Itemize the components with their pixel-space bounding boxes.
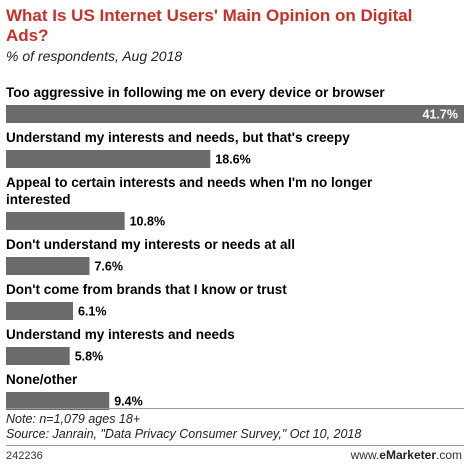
category-label: Appeal to certain interests and needs wh… xyxy=(6,175,373,190)
category-label: None/other xyxy=(6,372,78,387)
bar xyxy=(6,257,90,275)
value-label: 41.7% xyxy=(423,108,458,122)
bar xyxy=(6,150,211,168)
brand-name: eMarketer xyxy=(379,448,436,462)
bar xyxy=(6,105,464,123)
chart-subtitle: % of respondents, Aug 2018 xyxy=(6,48,183,64)
footer-divider xyxy=(6,408,464,409)
value-label: 10.8% xyxy=(130,215,165,229)
brand-suffix: .com xyxy=(435,448,462,462)
value-label: 18.6% xyxy=(215,153,250,167)
bar xyxy=(6,212,125,230)
chart-source: Source: Janrain, "Data Privacy Consumer … xyxy=(6,427,362,441)
chart-title: What Is US Internet Users' Main Opinion … xyxy=(6,6,413,45)
bar xyxy=(6,347,70,365)
footer-bottom-divider xyxy=(6,445,464,446)
value-label: 6.1% xyxy=(78,305,107,319)
value-label: 5.8% xyxy=(75,350,104,364)
value-label: 9.4% xyxy=(114,395,143,409)
bar xyxy=(6,392,110,410)
category-label: Understand my interests and needs, but t… xyxy=(6,130,350,145)
category-label: Don't understand my interests or needs a… xyxy=(6,237,295,252)
category-label: interested xyxy=(6,192,71,207)
category-label: Don't come from brands that I know or tr… xyxy=(6,282,287,297)
brand-prefix: www. xyxy=(350,448,380,462)
bar xyxy=(6,302,73,320)
chart-id: 242236 xyxy=(6,450,43,462)
value-label: 7.6% xyxy=(94,260,123,274)
emarketer-logo[interactable]: www.eMarketer.com xyxy=(351,448,462,462)
chart-note: Note: n=1,079 ages 18+ xyxy=(6,412,141,426)
category-label: Too aggressive in following me on every … xyxy=(6,85,385,100)
category-label: Understand my interests and needs xyxy=(6,327,235,342)
